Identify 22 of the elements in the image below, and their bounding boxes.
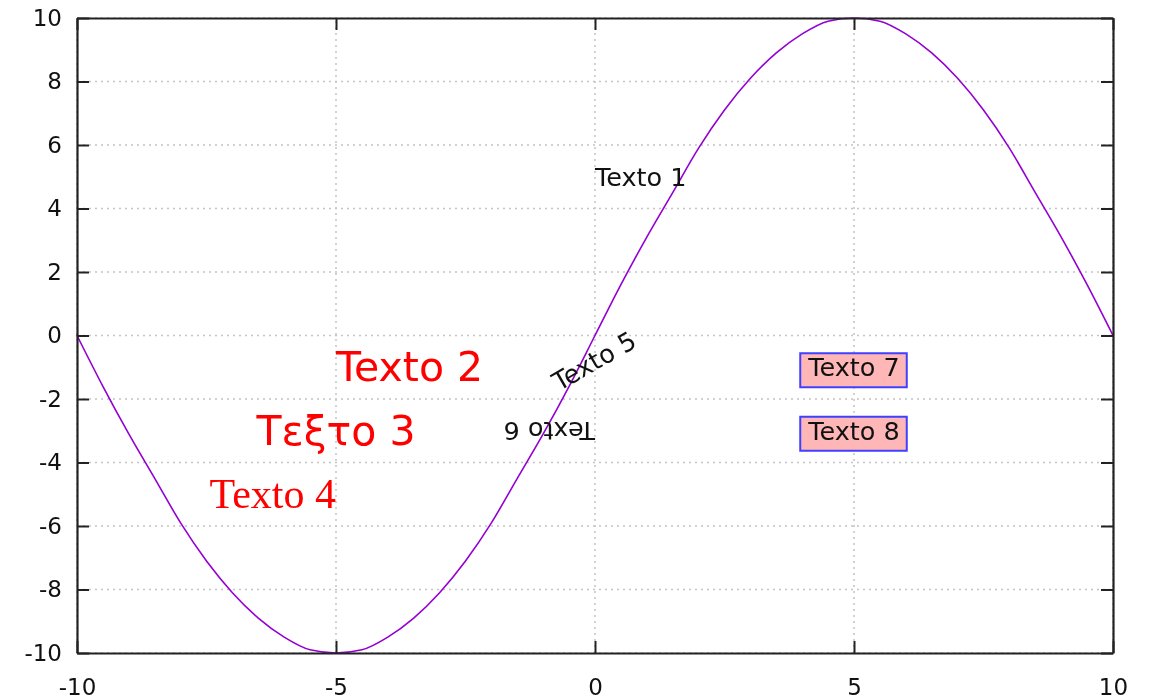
- annotation: Texto 6: [503, 415, 596, 446]
- y-tick-label: -4: [39, 449, 62, 476]
- y-tick-label: -2: [39, 385, 62, 412]
- y-tick-label: 4: [47, 195, 62, 222]
- y-tick-label: 2: [47, 258, 62, 285]
- annotation: Texto 8: [807, 415, 900, 446]
- x-tick-label: 5: [847, 674, 862, 699]
- y-tick-label: 6: [47, 131, 62, 158]
- annotation: Texto 4: [209, 471, 336, 518]
- y-tick-label: 0: [47, 322, 62, 349]
- y-tick-label: -6: [39, 512, 62, 539]
- y-tick-label: 10: [32, 4, 62, 31]
- x-tick-label: 0: [588, 674, 603, 699]
- x-tick-label: -5: [325, 674, 348, 699]
- y-tick-label: -10: [24, 639, 62, 666]
- y-tick-label: -8: [39, 576, 62, 603]
- annotation: Texto 2: [335, 343, 484, 392]
- annotation: Texto 5: [546, 325, 642, 398]
- annotation: Texto 7: [807, 352, 900, 383]
- annotation: Τεξτο 3: [255, 406, 416, 455]
- y-tick-label: 8: [47, 68, 62, 95]
- x-tick-label: 10: [1098, 674, 1129, 699]
